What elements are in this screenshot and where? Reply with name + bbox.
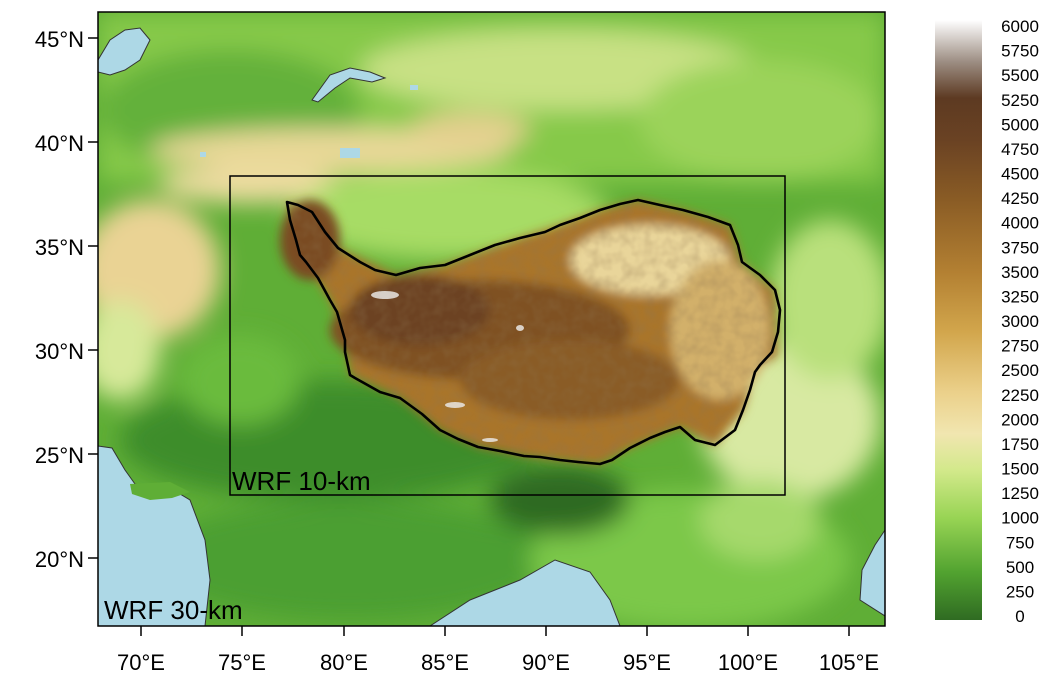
lon-tick-label: 90°E: [522, 650, 570, 675]
colorbar-tick-label: 3250: [1001, 287, 1039, 306]
lon-tick-label: 105°E: [819, 650, 879, 675]
lat-tick-label: 35°N: [35, 235, 84, 260]
elevation-map: [98, 12, 885, 626]
lat-tick-label: 30°N: [35, 339, 84, 364]
colorbar-tick-label: 5250: [1001, 91, 1039, 110]
longitude-axis: 70°E 75°E 80°E 85°E 90°E 95°E 100°E 105°…: [117, 626, 879, 675]
terrain-texture: [287, 200, 778, 464]
lat-tick-label: 40°N: [35, 131, 84, 156]
colorbar: 6000575055005250500047504500425040003750…: [935, 17, 1039, 626]
south-china-sea: [859, 529, 885, 617]
colorbar-tick-label: 750: [1006, 533, 1034, 552]
inner-domain-box: [229, 175, 786, 496]
colorbar-tick-label: 1000: [1001, 509, 1039, 528]
lon-tick-label: 85°E: [421, 650, 469, 675]
colorbar-tick-label: 3750: [1001, 238, 1039, 257]
lon-tick-label: 95°E: [623, 650, 671, 675]
colorbar-tick-label: 500: [1006, 558, 1034, 577]
map-frame: [97, 11, 886, 627]
colorbar-tick-label: 2750: [1001, 337, 1039, 356]
outer-domain-label: WRF 30-km: [104, 595, 243, 625]
colorbar-tick-label: 4500: [1001, 165, 1039, 184]
colorbar-tick-label: 4250: [1001, 189, 1039, 208]
colorbar-tick-label: 3500: [1001, 263, 1039, 282]
plateau-boundary: [285, 198, 782, 466]
colorbar-tick-label: 2500: [1001, 361, 1039, 380]
colorbar-labels: 6000575055005250500047504500425040003750…: [1001, 17, 1039, 626]
colorbar-tick-label: 2000: [1001, 410, 1039, 429]
lat-tick-label: 45°N: [35, 27, 84, 52]
snow-patches: [371, 291, 524, 442]
lake-balkhash: [311, 67, 387, 103]
lat-tick-label: 20°N: [35, 547, 84, 572]
caspian-aral-sea: [98, 27, 151, 76]
colorbar-tick-label: 5750: [1001, 42, 1039, 61]
colorbar-tick-label: 5500: [1001, 66, 1039, 85]
lon-tick-label: 100°E: [718, 650, 778, 675]
colorbar-tick-label: 5000: [1001, 115, 1039, 134]
lon-tick-label: 75°E: [218, 650, 266, 675]
lon-tick-label: 80°E: [320, 650, 368, 675]
colorbar-tick-label: 3000: [1001, 312, 1039, 331]
colorbar-tick-label: 2250: [1001, 386, 1039, 405]
colorbar-tick-label: 1500: [1001, 460, 1039, 479]
lat-tick-label: 25°N: [35, 443, 84, 468]
inner-domain-label: WRF 10-km: [232, 466, 371, 496]
colorbar-tick-label: 4750: [1001, 140, 1039, 159]
colorbar-tick-label: 0: [1015, 607, 1024, 626]
bay-of-bengal: [429, 559, 621, 626]
colorbar-tick-label: 250: [1006, 582, 1034, 601]
colorbar-tick-label: 4000: [1001, 214, 1039, 233]
latitude-axis: 45°N 40°N 35°N 30°N 25°N 20°N: [35, 27, 98, 572]
colorbar-scale: [935, 20, 982, 620]
gujarat-peninsula: [130, 482, 190, 500]
colorbar-tick-label: 1750: [1001, 435, 1039, 454]
water-bodies: [98, 27, 885, 626]
lon-tick-label: 70°E: [117, 650, 165, 675]
colorbar-tick-label: 6000: [1001, 17, 1039, 36]
colorbar-tick-label: 1250: [1001, 484, 1039, 503]
